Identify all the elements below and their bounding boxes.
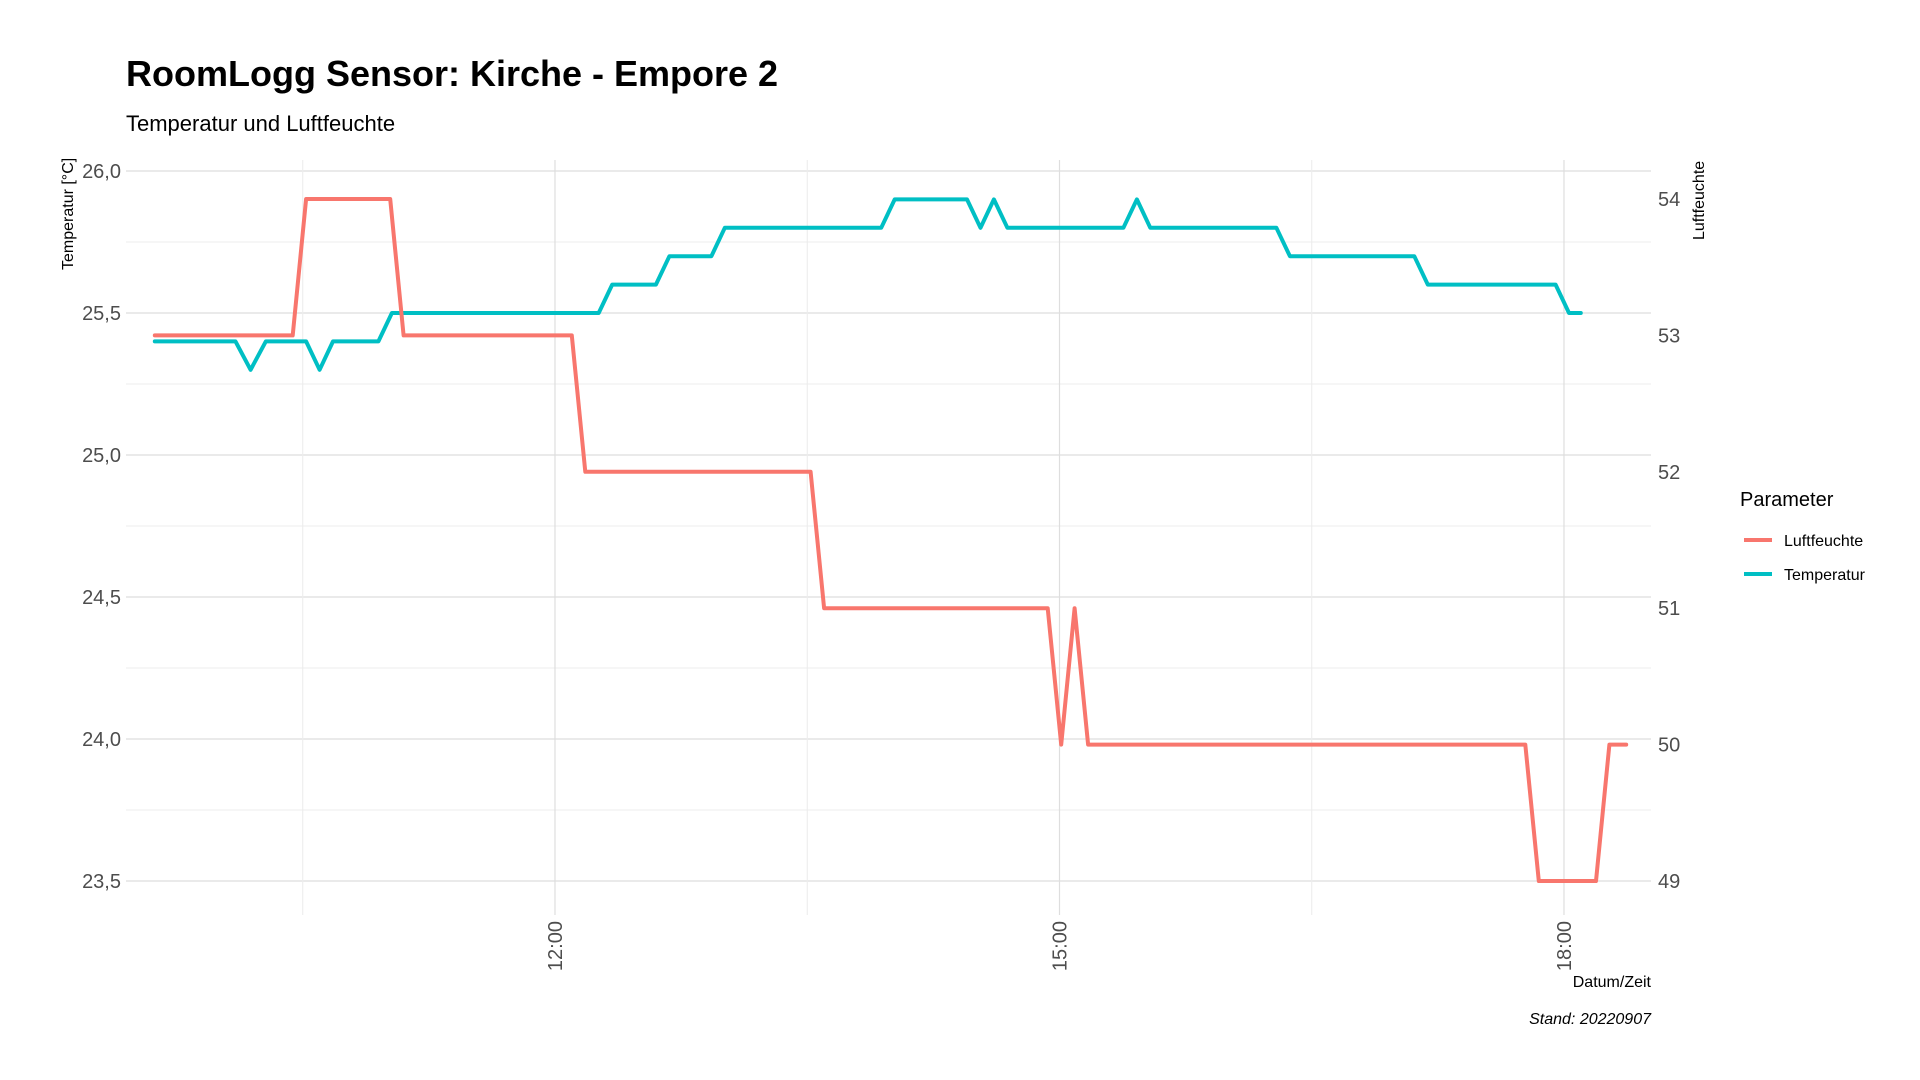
legend-label-luftfeuchte: Luftfeuchte bbox=[1784, 533, 1863, 550]
y-left-tick-label-0: 26,0 bbox=[82, 161, 121, 183]
grid bbox=[126, 160, 1651, 915]
series-line-temperatur bbox=[152, 197, 1583, 372]
y-right-tick-label-0: 54 bbox=[1658, 189, 1680, 211]
x-tick-label-2: 18:00 bbox=[1554, 921, 1576, 971]
y-axis-left-title: Temperatur [°C] bbox=[60, 158, 77, 270]
y-left-tick-label-3: 24,5 bbox=[82, 587, 121, 609]
x-axis-title: Datum/Zeit bbox=[1573, 974, 1652, 991]
legend-label-temperatur: Temperatur bbox=[1784, 567, 1866, 584]
y-right-tick-label-3: 51 bbox=[1658, 598, 1680, 620]
y-axis-right-title: Luftfeuchte bbox=[1691, 161, 1708, 240]
chart-caption: Stand: 20220907 bbox=[1529, 1011, 1652, 1028]
legend: Parameter Luftfeuchte Temperatur bbox=[1740, 489, 1866, 584]
y-right-tick-label-5: 49 bbox=[1658, 871, 1680, 893]
y-right-tick-label-2: 52 bbox=[1658, 462, 1680, 484]
y-right-tick-label-1: 53 bbox=[1658, 325, 1680, 347]
y-left-tick-label-4: 24,0 bbox=[82, 729, 121, 751]
legend-title: Parameter bbox=[1740, 489, 1834, 511]
y-left-tick-label-1: 25,5 bbox=[82, 303, 121, 325]
x-tick-label-0: 12:00 bbox=[545, 921, 567, 971]
y-left-tick-label-5: 23,5 bbox=[82, 871, 121, 893]
y-right-tick-label-4: 50 bbox=[1658, 735, 1680, 757]
x-tick-label-1: 15:00 bbox=[1050, 921, 1072, 971]
left-axis-ticks: 26,0 25,5 25,0 24,5 24,0 23,5 bbox=[82, 161, 121, 893]
x-axis-ticks: 12:00 15:00 18:00 bbox=[545, 921, 1576, 971]
chart-subtitle: Temperatur und Luftfeuchte bbox=[126, 111, 395, 136]
series-layer bbox=[152, 197, 1629, 883]
series-line-luftfeuchte bbox=[152, 197, 1629, 883]
y-left-tick-label-2: 25,0 bbox=[82, 445, 121, 467]
right-axis-ticks: 54 53 52 51 50 49 bbox=[1658, 189, 1680, 893]
chart-title: RoomLogg Sensor: Kirche - Empore 2 bbox=[126, 53, 778, 94]
